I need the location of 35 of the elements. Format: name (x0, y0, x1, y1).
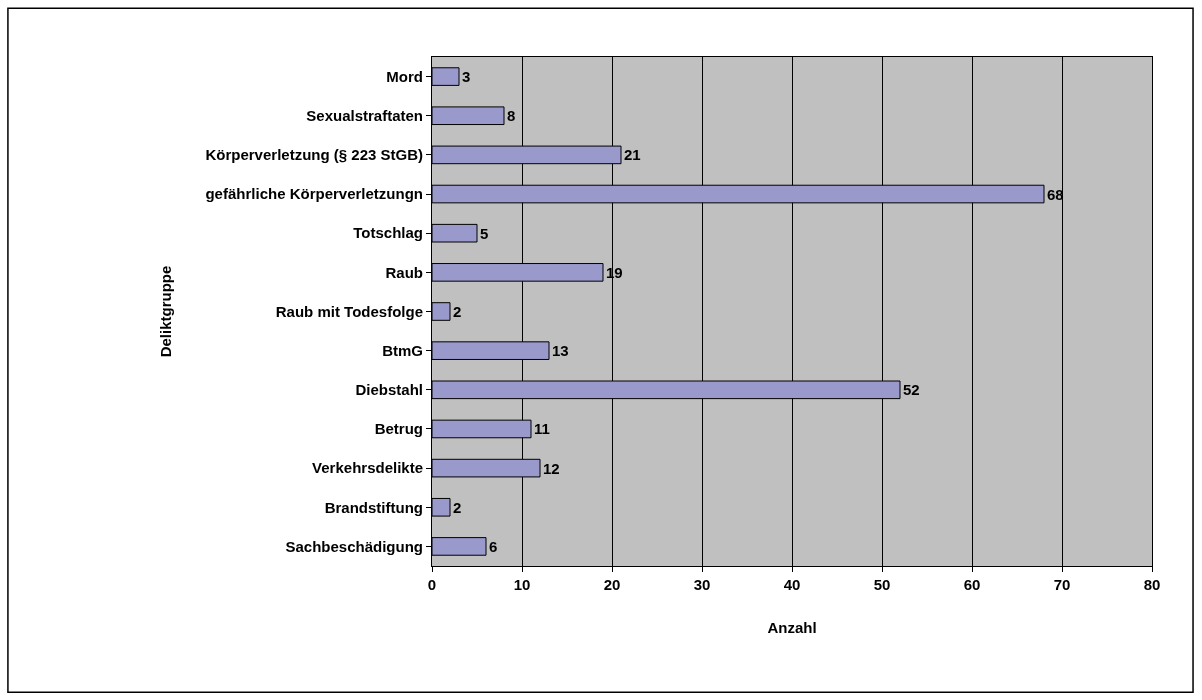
x-tick-label: 0 (427, 576, 437, 593)
data-label: 6 (489, 537, 498, 555)
y-tick-label: Brandstiftung (324, 498, 423, 516)
x-axis-title: Anzahl (767, 619, 817, 636)
data-label: 21 (624, 146, 641, 164)
x-tick-label: 70 (1053, 576, 1071, 593)
data-label: 5 (480, 224, 489, 242)
y-tick-label: Sachbeschädigung (285, 537, 423, 555)
data-label: 8 (507, 107, 516, 125)
y-tick-label: Totschlag (353, 224, 423, 242)
x-tick-label: 80 (1143, 576, 1161, 593)
y-tick-label: gefährliche Körperverletzungn (205, 185, 423, 203)
data-label: 2 (453, 303, 462, 320)
y-tick-label: Mord (386, 67, 423, 85)
data-label: 12 (543, 459, 560, 477)
x-tick-label: 30 (693, 576, 711, 593)
x-tick-label: 40 (783, 576, 801, 593)
data-label: 13 (552, 342, 569, 360)
data-label: 3 (462, 68, 471, 86)
x-tick-label: 60 (963, 576, 981, 593)
data-label: 11 (534, 420, 550, 438)
y-tick-label: Raub (385, 263, 423, 281)
y-tick-label: Sexualstraftaten (306, 106, 423, 124)
x-tick-label: 10 (513, 576, 531, 593)
y-tick-label: Raub mit Todesfolge (275, 302, 423, 320)
y-tick-label: BtmG (382, 341, 423, 359)
y-tick-label: Betrug (374, 420, 423, 438)
y-tick-label: Verkehrsdelikte (312, 459, 423, 477)
y-tick-label: Diebstahl (355, 381, 423, 399)
x-tick-label: 50 (873, 576, 891, 593)
y-tick-label: Körperverletzung (§ 223 StGB) (205, 146, 423, 164)
data-label: 52 (903, 381, 920, 399)
data-label: 2 (453, 498, 462, 516)
y-axis-title: Deliktgruppe (156, 265, 174, 358)
x-tick-label: 20 (603, 576, 621, 593)
